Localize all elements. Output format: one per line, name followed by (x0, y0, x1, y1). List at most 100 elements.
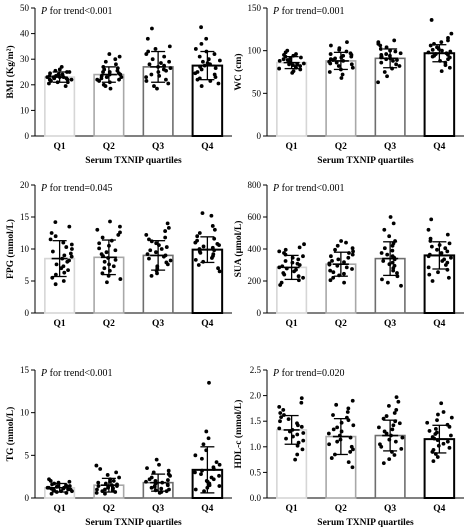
data-point (399, 283, 403, 288)
y-tick-label: 5 (25, 276, 30, 286)
data-point (166, 472, 171, 477)
y-axis-title: TG (mmol/L) (5, 407, 16, 462)
data-point (341, 53, 346, 58)
data-point (388, 215, 393, 219)
data-point (392, 411, 397, 415)
data-point (111, 479, 116, 483)
data-point (217, 462, 222, 467)
x-tick-label: Q1 (54, 319, 66, 329)
data-point (376, 40, 381, 45)
data-point (435, 455, 440, 459)
data-point (426, 227, 431, 232)
y-tick-label: 10 (20, 105, 30, 115)
data-point (329, 456, 334, 460)
data-point (449, 31, 454, 36)
chart-panel: 0 5 10 15 20 FPG (mmol/L) P for trend=0.045 Q1 Q… (5, 180, 232, 329)
data-point (117, 54, 122, 59)
data-point (100, 235, 105, 240)
x-tick-label: Q3 (152, 142, 164, 152)
data-point (201, 244, 206, 249)
data-point (107, 52, 112, 56)
data-point (427, 272, 432, 277)
data-point (381, 461, 386, 466)
data-point (193, 47, 198, 51)
data-point (386, 403, 391, 408)
data-point (339, 76, 344, 80)
data-point (333, 247, 337, 252)
y-tick-label: 200 (248, 276, 262, 286)
data-point (69, 254, 74, 259)
x-tick-label: Q2 (103, 319, 115, 329)
data-point (443, 246, 448, 251)
data-point (53, 234, 58, 239)
data-point (62, 270, 67, 275)
x-tick-label: Q1 (54, 504, 66, 514)
data-point (384, 414, 389, 418)
y-tick-label: 2.0 (250, 391, 262, 401)
data-point (69, 242, 74, 247)
chart-panel: 0 200 400 600 800 SUA (μmol/L) P for trend<0.0… (233, 180, 464, 329)
data-point (166, 468, 171, 473)
chart-panel: 0 10 20 30 40 50 BMI (Kg/m²) P for trend<0.001 Q… (5, 3, 232, 166)
data-point (285, 48, 290, 53)
trend-p-label: P (272, 368, 279, 379)
data-point (197, 54, 202, 59)
data-point (145, 466, 149, 471)
data-point (301, 275, 305, 280)
x-axis-title: Serum TXNIP quartiles (317, 518, 414, 528)
data-point (144, 233, 149, 237)
data-point (104, 75, 109, 80)
data-point (70, 247, 74, 251)
data-point (144, 75, 149, 80)
data-point (199, 84, 204, 88)
data-point (193, 470, 197, 475)
data-point (445, 260, 450, 265)
data-point (147, 256, 151, 261)
data-point (447, 65, 452, 70)
data-point (295, 432, 300, 437)
data-point (428, 236, 433, 241)
data-point (333, 56, 337, 61)
data-point (168, 66, 173, 71)
y-tick-label: 50 (20, 3, 30, 13)
data-point (349, 62, 354, 67)
data-point (378, 47, 383, 51)
trend-annotation: P for trend=0.045 (40, 183, 112, 194)
data-point (101, 82, 106, 87)
data-point (64, 245, 69, 249)
data-point (217, 269, 222, 274)
data-point (294, 267, 298, 272)
data-point (196, 263, 201, 267)
data-point (299, 55, 303, 60)
data-point (382, 227, 387, 232)
data-point (282, 251, 286, 255)
data-point (293, 457, 298, 462)
data-point (102, 259, 107, 264)
y-tick-label: 2.5 (250, 365, 262, 375)
data-point (279, 280, 284, 285)
data-point (295, 261, 300, 266)
trend-p-label: P (272, 183, 279, 194)
data-point (445, 422, 450, 427)
data-point (159, 61, 163, 65)
data-point (350, 267, 354, 271)
data-point (149, 72, 154, 77)
data-point (47, 77, 52, 82)
data-point (159, 247, 164, 251)
data-point (328, 52, 333, 56)
data-point (204, 36, 209, 41)
x-tick-label: Q2 (335, 319, 347, 329)
data-point (350, 65, 355, 70)
data-point (391, 59, 395, 63)
data-point (61, 264, 66, 269)
data-point (97, 246, 102, 251)
data-point (199, 456, 204, 461)
trend-annotation: P for trend<0.001 (40, 6, 112, 17)
bar (423, 52, 456, 137)
data-point (331, 270, 336, 275)
data-point (445, 249, 450, 254)
x-tick-label: Q2 (103, 142, 115, 152)
data-point (197, 231, 202, 235)
data-point (283, 259, 288, 263)
